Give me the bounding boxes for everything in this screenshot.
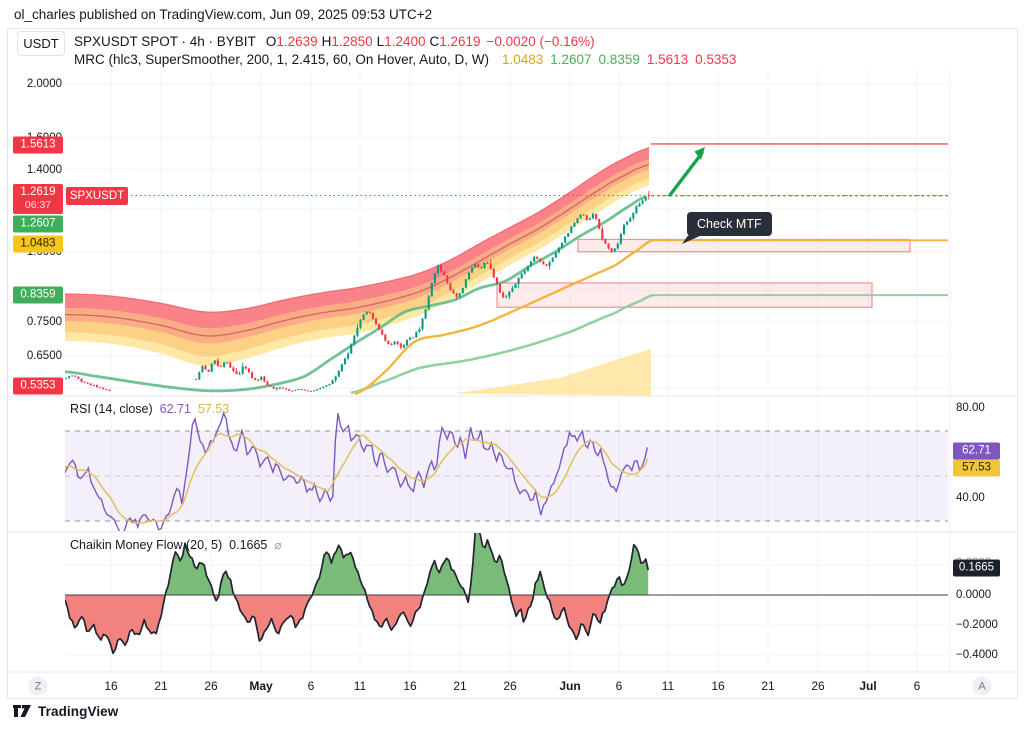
price-line-symbol-flag: SPXUSDT bbox=[66, 187, 128, 205]
moving-average-line bbox=[354, 239, 654, 395]
time-axis-tick: 11 bbox=[353, 679, 367, 693]
rsi-line bbox=[65, 410, 649, 531]
chart-widget-border bbox=[7, 28, 1018, 699]
tradingview-logo-text: TradingView bbox=[38, 703, 119, 719]
price-badge: 0.8359 bbox=[13, 286, 63, 304]
price-badge: 1.0483 bbox=[13, 235, 63, 253]
mrc-value: 0.8359 bbox=[598, 52, 640, 67]
time-axis-tick: Jun bbox=[559, 679, 581, 693]
indicator-value-badge: 62.71 bbox=[953, 442, 1000, 460]
time-axis-tick: May bbox=[249, 679, 273, 693]
secondary-band-wedge bbox=[452, 348, 651, 396]
mrc-band-slice bbox=[65, 169, 649, 357]
time-axis-tick: 16 bbox=[104, 679, 118, 693]
time-axis-tick: 16 bbox=[403, 679, 417, 693]
price-scale-label: 1.4000 bbox=[26, 164, 62, 176]
tradingview-logo-icon bbox=[13, 705, 31, 717]
projection-arrow-head bbox=[694, 147, 705, 160]
mrc-value: 1.2607 bbox=[550, 52, 592, 67]
indicator-value-badge: 0.1665 bbox=[953, 559, 1000, 577]
indicator-scale-label: −0.4000 bbox=[956, 649, 998, 661]
ohlc-value: 1.2639 bbox=[276, 34, 318, 49]
mrc-values: 1.0483 1.2607 0.8359 1.5613 0.5353 bbox=[495, 52, 736, 67]
projection-arrow bbox=[668, 151, 704, 197]
cmf-negative-area bbox=[65, 595, 649, 654]
time-axis-tick: 21 bbox=[761, 679, 775, 693]
tradingview-logo[interactable]: TradingView bbox=[12, 703, 118, 719]
price-badge: 1.2607 bbox=[13, 215, 63, 233]
check-mtf-note[interactable]: Check MTF bbox=[687, 212, 772, 236]
symbol-title: SPXUSDT SPOT · 4h · BYBIT bbox=[74, 34, 256, 49]
time-axis-tick: 26 bbox=[811, 679, 825, 693]
mrc-band-center-line bbox=[65, 163, 650, 337]
price-scale-label: 0.6500 bbox=[26, 350, 62, 362]
time-axis-tick: 21 bbox=[453, 679, 467, 693]
ohlc-value: 1.2850 bbox=[331, 34, 373, 49]
change-value: −0.0020 (−0.16%) bbox=[486, 34, 595, 49]
supply-zone bbox=[577, 238, 911, 253]
cmf-title-label: Chaikin Money Flow (20, 5) bbox=[70, 538, 223, 552]
rsi-ma-value: 57.53 bbox=[197, 402, 230, 416]
rsi-ma-line bbox=[65, 432, 649, 524]
indicator-value-badge: 57.53 bbox=[953, 459, 1000, 477]
cmf-positive-area bbox=[65, 533, 649, 595]
mrc-band-slice bbox=[65, 147, 649, 329]
mrc-value: 1.5613 bbox=[646, 52, 689, 67]
ohlc-letter: C bbox=[429, 34, 440, 49]
time-axis-tick: 6 bbox=[307, 679, 315, 693]
time-axis-marker: A bbox=[972, 676, 992, 696]
time-axis-tick: 6 bbox=[913, 679, 921, 693]
time-axis-tick: 11 bbox=[661, 679, 675, 693]
time-axis-tick: Jul bbox=[859, 679, 877, 693]
ohlc-letter: O bbox=[265, 34, 277, 49]
mrc-band-top-edge bbox=[65, 146, 650, 313]
ohlc-letter: H bbox=[321, 34, 332, 49]
time-axis-tick: 26 bbox=[503, 679, 517, 693]
ohlc-values: O1.2639 H1.2850 L1.2400 C1.2619 bbox=[262, 34, 481, 49]
time-axis-marker: Z bbox=[28, 676, 48, 696]
time-axis-tick: 16 bbox=[711, 679, 725, 693]
mrc-band-slice bbox=[65, 158, 649, 344]
publish-line: ol_charles published on TradingView.com,… bbox=[14, 7, 433, 22]
time-axis-tick: 26 bbox=[204, 679, 218, 693]
ohlc-value: 1.2619 bbox=[439, 34, 481, 49]
quote-currency-button[interactable]: USDT bbox=[17, 31, 65, 56]
indicator-scale-label: 0.0000 bbox=[956, 589, 992, 601]
indicator-scale-label: 80.00 bbox=[956, 402, 985, 414]
mrc-indicator-title: MRC (hlc3, SuperSmoother, 200, 1, 2.415,… bbox=[74, 52, 489, 67]
price-badge: 1.2619 06:37 bbox=[13, 184, 63, 214]
crossed-circle-icon: ⌀ bbox=[274, 538, 282, 552]
cmf-value: 0.1665 bbox=[229, 538, 268, 552]
rsi-value: 62.71 bbox=[159, 402, 191, 416]
moving-average-line bbox=[350, 294, 654, 394]
rsi-pane bbox=[65, 410, 948, 531]
price-scale-label: 0.7500 bbox=[26, 316, 62, 328]
indicator-scale-label: −0.2000 bbox=[956, 619, 998, 631]
cmf-line-layer bbox=[65, 533, 948, 655]
rsi-legend-row[interactable]: RSI (14, close) 62.71 57.53 bbox=[70, 402, 229, 416]
ohlc-value: 1.2400 bbox=[384, 34, 426, 49]
rsi-title-label: RSI (14, close) bbox=[70, 402, 153, 416]
mrc-legend-row[interactable]: MRC (hlc3, SuperSmoother, 200, 1, 2.415,… bbox=[74, 52, 736, 67]
cmf-legend-row[interactable]: Chaikin Money Flow (20, 5) 0.1665 ⌀ bbox=[70, 538, 282, 552]
symbol-legend-row[interactable]: SPXUSDT SPOT · 4h · BYBIT O1.2639 H1.2850… bbox=[74, 34, 595, 49]
bar-countdown: 06:37 bbox=[24, 199, 52, 211]
cmf-line bbox=[65, 533, 650, 655]
mrc-value: 0.5353 bbox=[695, 52, 737, 67]
candles-layer bbox=[65, 191, 650, 393]
price-scale-label: 2.0000 bbox=[26, 78, 62, 90]
mrc-value: 1.0483 bbox=[501, 52, 544, 67]
main-price-pane bbox=[65, 143, 948, 396]
price-badge: 0.5353 bbox=[13, 377, 63, 395]
time-axis-tick: 6 bbox=[615, 679, 623, 693]
tooltip-pointer bbox=[682, 235, 701, 244]
indicator-scale-label: 40.00 bbox=[956, 492, 985, 504]
price-badge: 1.5613 bbox=[13, 136, 63, 154]
time-axis-tick: 21 bbox=[154, 679, 168, 693]
ohlc-letter: L bbox=[376, 34, 385, 49]
